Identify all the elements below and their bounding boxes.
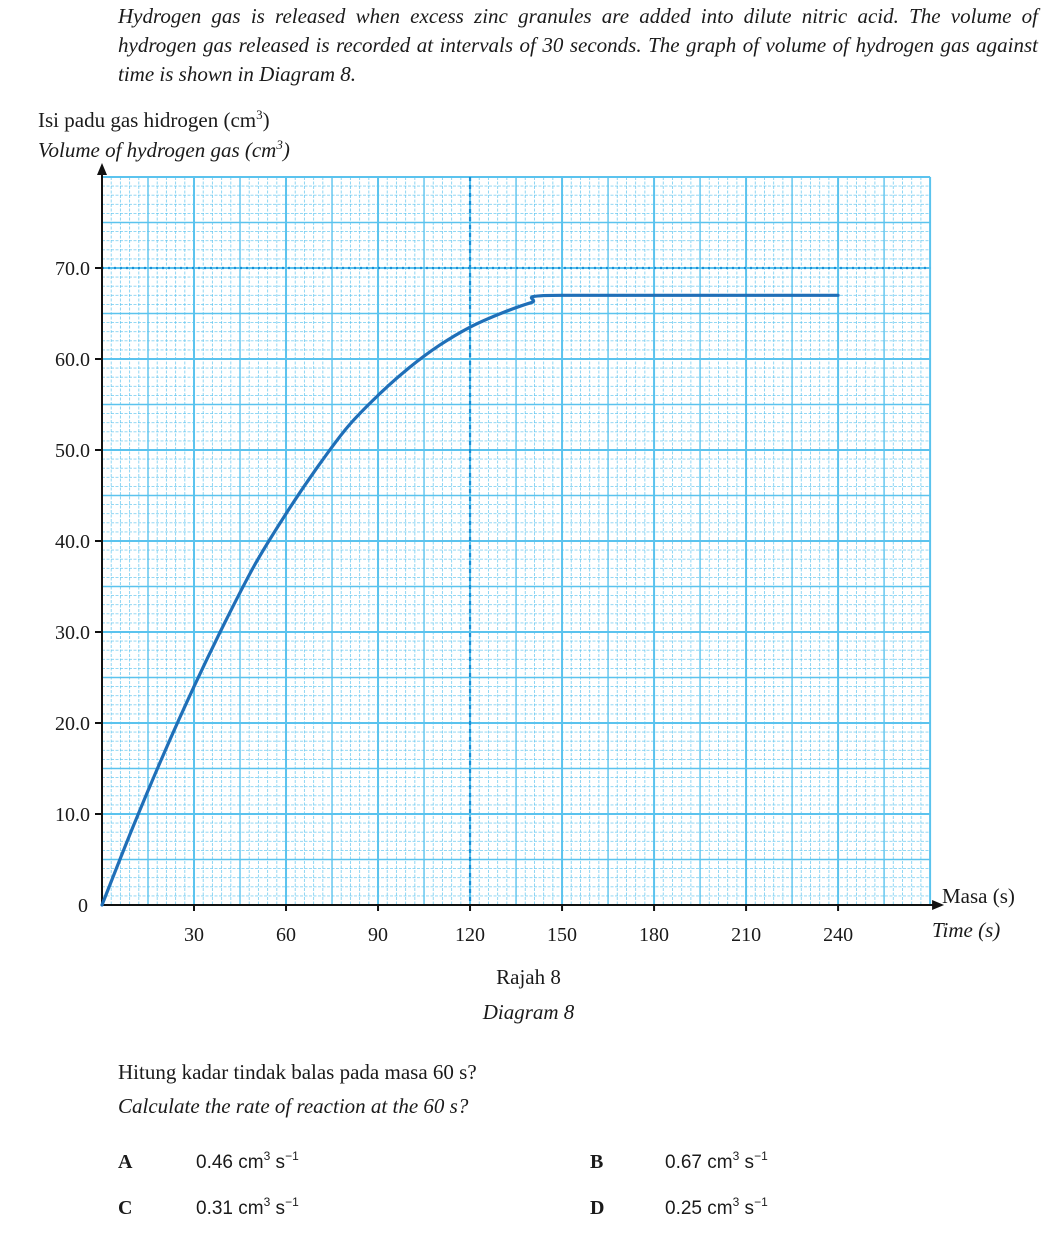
grid-major	[102, 176, 932, 905]
y-tick-label: 50.0	[55, 440, 90, 462]
option-c-value: 0.31 cm3 s−1	[196, 1195, 299, 1219]
y-tick-label: 10.0	[55, 804, 90, 826]
y-tick-label: 0	[78, 895, 88, 917]
y-axis-label-malay: Isi padu gas hidrogen (cm3)	[38, 107, 270, 132]
tick-labels: 0 10.0 20.0 30.0 40.0 50.0 60.0 70.0 30 60 90 120 15…	[55, 258, 853, 946]
caption-malay: Rajah 8	[496, 965, 561, 989]
option-c-letter: C	[118, 1197, 133, 1219]
guide-lines	[102, 177, 931, 905]
option-d-letter: D	[590, 1197, 605, 1219]
x-axis-arrow	[932, 900, 945, 910]
option-a-value: 0.46 cm3 s−1	[196, 1149, 299, 1173]
axes	[97, 163, 945, 910]
option-b-value: 0.67 cm3 s−1	[665, 1149, 768, 1173]
x-tick-label: 240	[823, 924, 853, 946]
y-tick-label: 30.0	[55, 622, 90, 644]
x-tick-label: 30	[184, 924, 204, 946]
intro-text: Hydrogen gas is released when excess zin…	[118, 4, 1038, 86]
x-axis-label-english: Time (s)	[932, 918, 1001, 942]
plot-series	[100, 293, 840, 907]
y-tick-label: 60.0	[55, 349, 90, 371]
option-d-value: 0.25 cm3 s−1	[665, 1195, 768, 1219]
data-line-volume	[100, 293, 840, 907]
caption-english: Diagram 8	[482, 1000, 575, 1024]
x-tick-label: 150	[547, 924, 577, 946]
y-tick-label: 40.0	[55, 531, 90, 553]
x-tick-label: 180	[639, 924, 669, 946]
option-b-letter: B	[590, 1151, 604, 1173]
option-a-letter: A	[118, 1151, 133, 1173]
x-tick-label: 90	[368, 924, 388, 946]
question-english: Calculate the rate of reaction at the 60…	[118, 1094, 469, 1118]
y-tick-label: 20.0	[55, 713, 90, 735]
y-tick-label: 70.0	[55, 258, 90, 280]
x-tick-label: 210	[731, 924, 761, 946]
x-tick-label: 120	[455, 924, 485, 946]
y-axis-arrow	[97, 163, 107, 175]
volume-time-graph: 0 10.0 20.0 30.0 40.0 50.0 60.0 70.0 30 60 90 120 15…	[55, 163, 945, 946]
tick-marks	[95, 267, 840, 911]
y-axis-label-english: Volume of hydrogen gas (cm3)	[38, 137, 290, 162]
question-malay: Hitung kadar tindak balas pada masa 60 s…	[118, 1060, 477, 1084]
x-tick-label: 60	[276, 924, 296, 946]
x-axis-label-malay: Masa (s)	[942, 884, 1015, 908]
